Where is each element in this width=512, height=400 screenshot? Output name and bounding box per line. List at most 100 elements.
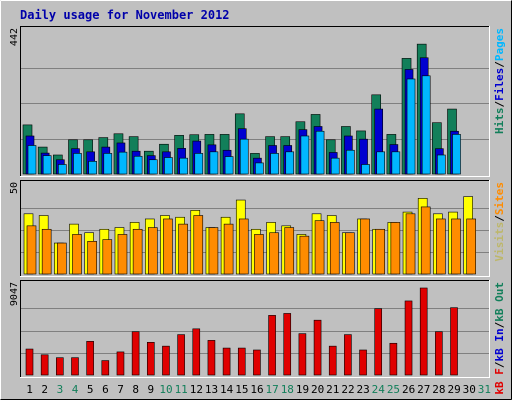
bar-kbf-day-25 [389, 342, 398, 376]
bar-sites-day-28 [436, 218, 446, 275]
panel-hits: 442 Hits/Files/Pages [9, 26, 506, 177]
bar-pages-day-22 [346, 149, 355, 175]
bar-kbf-day-20 [313, 319, 322, 376]
bar-pages-day-19 [300, 135, 310, 175]
bar-sites-day-4 [72, 234, 82, 275]
bar-kbf-day-24 [374, 308, 383, 376]
bar-pages-day-14 [224, 156, 234, 175]
bar-kbf-day-14 [222, 347, 231, 376]
panel-hits-legend-part-1: / [493, 101, 506, 108]
panel-visits: 50 Visits/Sites [9, 180, 506, 277]
bar-pages-day-6 [103, 153, 113, 175]
x-tick-label-16: 16 [250, 383, 263, 396]
bar-pages-day-20 [315, 130, 325, 175]
bar-pages-day-29 [452, 134, 461, 175]
bar-pages-day-7 [118, 151, 128, 175]
bar-sites-day-22 [345, 232, 355, 275]
bar-sites-day-24 [375, 228, 386, 275]
panel-visits-ymax-label: 50 [9, 182, 20, 194]
bar-kbf-day-9 [146, 342, 155, 376]
x-tick-label-26: 26 [402, 383, 415, 396]
bar-pages-day-10 [164, 157, 173, 175]
bar-kbf-day-6 [101, 360, 110, 376]
bar-pages-day-1 [27, 145, 37, 175]
bar-sites-day-11 [178, 223, 188, 275]
x-tick-label-25: 25 [387, 383, 400, 396]
x-tick-label-14: 14 [220, 383, 234, 396]
x-tick-label-1: 1 [26, 383, 33, 396]
panel-kbytes-ymax-label: 9047 [9, 282, 20, 306]
panel-kbytes-legend-part-3: / [493, 321, 506, 328]
panel-hits-ymax-label: 442 [9, 28, 20, 46]
bar-sites-day-2 [41, 228, 52, 275]
panel-kbytes-legend: kB F/kB In/kB Out [493, 282, 506, 395]
bar-kbf-day-5 [86, 341, 94, 376]
bar-kbf-day-16 [253, 349, 261, 376]
bar-sites-day-8 [132, 228, 143, 275]
panel-kbytes-legend-part-4: kB Out [493, 282, 506, 322]
bar-pages-day-2 [42, 155, 52, 175]
bar-sites-day-15 [238, 218, 249, 275]
panel-hits-legend-part-3: / [493, 61, 506, 68]
bar-sites-day-19 [299, 235, 310, 275]
bar-pages-day-12 [194, 153, 204, 175]
bar-pages-day-4 [73, 153, 82, 175]
bar-sites-day-25 [390, 222, 401, 275]
bar-sites-day-26 [405, 213, 416, 275]
bar-pages-day-18 [285, 151, 295, 175]
bar-kbf-day-10 [162, 345, 170, 376]
bar-pages-day-26 [406, 78, 416, 175]
bar-kbf-day-17 [268, 315, 276, 376]
bar-kbf-day-4 [71, 357, 79, 376]
bar-kbf-day-11 [177, 334, 185, 376]
bar-kbf-day-29 [450, 307, 458, 376]
x-tick-label-22: 22 [341, 383, 354, 396]
bar-kbf-day-7 [116, 351, 125, 376]
x-tick-label-12: 12 [190, 383, 203, 396]
panel-kbytes-legend-part-1: / [493, 361, 506, 368]
x-tick-label-13: 13 [205, 383, 218, 396]
x-tick-label-27: 27 [417, 383, 430, 396]
panel-hits-legend-part-4: Pages [493, 28, 506, 61]
bar-kbf-day-19 [298, 333, 307, 376]
bar-sites-day-1 [26, 225, 37, 275]
bar-sites-day-13 [208, 227, 219, 275]
bar-sites-day-20 [314, 220, 325, 275]
bar-pages-day-16 [255, 162, 264, 175]
x-tick-label-20: 20 [311, 383, 324, 396]
bar-kbf-day-2 [40, 354, 49, 376]
bar-sites-day-16 [254, 234, 264, 275]
bar-pages-day-25 [391, 151, 401, 175]
bar-sites-day-9 [147, 227, 158, 275]
x-axis-ticks: 1 2 3 4 5 6 7 8 9 10 11 12 13 14 15 16 17 18 19 20 21 22 23 24 2… [26, 383, 491, 396]
panel-visits-legend-part-1: / [493, 215, 506, 222]
bar-kbf-day-8 [131, 331, 140, 376]
x-tick-label-10: 10 [159, 383, 172, 396]
panel-kbytes: 9047 kB F/kB In/kB Out [9, 280, 506, 395]
x-tick-label-18: 18 [281, 383, 294, 396]
bar-pages-day-5 [88, 161, 97, 175]
x-tick-label-11: 11 [175, 383, 188, 396]
bar-kbf-day-27 [419, 287, 428, 376]
x-tick-label-23: 23 [357, 383, 370, 396]
panel-hits-legend-part-2: Files [493, 68, 506, 101]
x-tick-label-8: 8 [132, 383, 139, 396]
bar-pages-day-23 [361, 164, 370, 175]
bar-pages-day-27 [421, 75, 431, 175]
x-tick-label-17: 17 [266, 383, 279, 396]
panel-hits-legend: Hits/Files/Pages [493, 28, 506, 134]
bar-sites-day-10 [163, 218, 173, 275]
x-tick-label-24: 24 [372, 383, 386, 396]
bar-kbf-day-3 [56, 357, 64, 376]
x-tick-label-29: 29 [447, 383, 460, 396]
bar-pages-day-28 [437, 154, 446, 175]
x-tick-label-9: 9 [148, 383, 155, 396]
bar-kbf-day-13 [207, 340, 216, 376]
chart-title: Daily usage for November 2012 [20, 8, 230, 22]
bar-kbf-day-12 [192, 328, 201, 376]
bar-sites-day-7 [117, 234, 128, 275]
x-tick-label-3: 3 [57, 383, 64, 396]
x-tick-label-7: 7 [117, 383, 124, 396]
